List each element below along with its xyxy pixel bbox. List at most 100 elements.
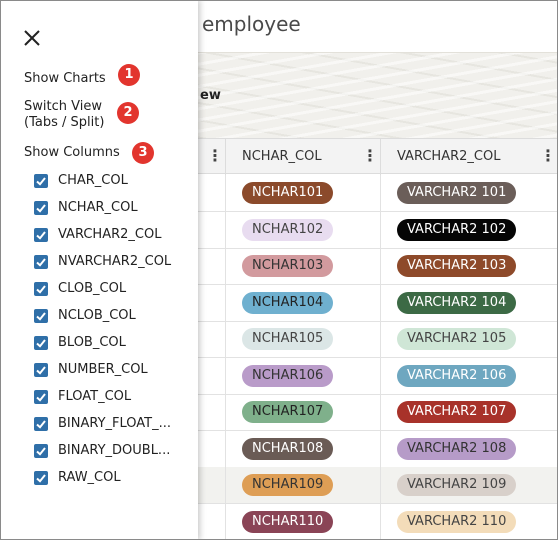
- table-cell-nchar[interactable]: NCHAR101: [226, 175, 381, 211]
- column-header-varchar2[interactable]: VARCHAR2_COL ⋮: [381, 139, 558, 175]
- table-cell-nchar[interactable]: NCHAR108: [226, 430, 381, 467]
- table-row[interactable]: NCHAR104 VARCHAR2 104: [0, 284, 558, 322]
- table-row[interactable]: NCHAR108 VARCHAR2 108: [0, 430, 558, 468]
- checkbox[interactable]: [34, 255, 48, 269]
- data-grid: ⋮ NCHAR_COL ⋮ VARCHAR2_COL ⋮ NCHAR101 VAR…: [0, 138, 558, 540]
- checkbox[interactable]: [34, 336, 48, 350]
- table-row[interactable]: NCHAR107 VARCHAR2 107: [0, 394, 558, 431]
- table-row[interactable]: NCHAR110 VARCHAR2 110: [0, 503, 558, 540]
- column-toggle-item[interactable]: BLOB_COL: [34, 334, 194, 352]
- value-pill: VARCHAR2 102: [397, 218, 517, 241]
- table-cell-varchar2[interactable]: VARCHAR2 103: [381, 248, 558, 284]
- table-cell-nchar[interactable]: NCHAR102: [226, 211, 381, 248]
- column-toggle-item[interactable]: NVARCHAR2_COL: [34, 253, 194, 271]
- column-toggle-item[interactable]: BINARY_FLOAT_...: [34, 415, 194, 433]
- value-pill: VARCHAR2 109: [397, 474, 517, 496]
- table-cell-hidden[interactable]: [0, 503, 226, 540]
- checkbox[interactable]: [34, 363, 48, 377]
- column-toggle-item[interactable]: NCLOB_COL: [34, 307, 194, 325]
- value-pill: NCHAR107: [242, 401, 334, 423]
- column-toggle-label: VARCHAR2_COL: [58, 227, 162, 242]
- column-toggle-item[interactable]: CLOB_COL: [34, 280, 194, 298]
- show-charts-item[interactable]: Show Charts: [24, 71, 106, 86]
- column-toggle-item[interactable]: VARCHAR2_COL: [34, 226, 194, 244]
- close-button[interactable]: [20, 26, 44, 50]
- table-cell-varchar2[interactable]: VARCHAR2 101: [381, 175, 558, 211]
- table-row[interactable]: NCHAR102 VARCHAR2 102: [0, 211, 558, 249]
- checkbox[interactable]: [34, 417, 48, 431]
- checkmark-icon: [36, 420, 46, 429]
- kebab-menu-icon[interactable]: ⋮: [207, 146, 223, 165]
- table-cell-varchar2[interactable]: VARCHAR2 106: [381, 358, 558, 394]
- table-cell-varchar2[interactable]: VARCHAR2 108: [381, 431, 558, 467]
- column-toggle-item[interactable]: NCHAR_COL: [34, 199, 194, 217]
- value-pill: NCHAR110: [242, 510, 334, 533]
- table-cell-hidden[interactable]: [0, 394, 226, 430]
- checkbox[interactable]: [34, 201, 48, 215]
- column-toggle-label: BINARY_FLOAT_...: [58, 416, 171, 431]
- column-toggle-item[interactable]: RAW_COL: [34, 469, 194, 487]
- table-cell-nchar[interactable]: NCHAR105: [226, 321, 381, 357]
- switch-view-label[interactable]: ew: [200, 88, 221, 103]
- show-columns-item[interactable]: Show Columns: [24, 145, 120, 160]
- column-toggle-label: CHAR_COL: [58, 173, 128, 188]
- column-toggle-label: NCHAR_COL: [58, 200, 138, 215]
- column-toggle-item[interactable]: NUMBER_COL: [34, 361, 194, 379]
- table-cell-varchar2[interactable]: VARCHAR2 104: [381, 285, 558, 321]
- value-pill: NCHAR104: [242, 291, 334, 314]
- column-toggle-label: CLOB_COL: [58, 281, 127, 296]
- table-row[interactable]: NCHAR103 VARCHAR2 103: [0, 248, 558, 285]
- table-cell-nchar[interactable]: NCHAR106: [226, 357, 381, 394]
- column-toggle-label: BINARY_DOUBL...: [58, 443, 171, 458]
- step-badge-3: 3: [132, 142, 154, 164]
- table-cell-hidden[interactable]: [0, 321, 226, 357]
- kebab-menu-icon[interactable]: ⋮: [362, 146, 378, 165]
- table-cell-nchar[interactable]: NCHAR110: [226, 503, 381, 540]
- table-cell-hidden[interactable]: [0, 284, 226, 321]
- column-toggle-item[interactable]: CHAR_COL: [34, 172, 194, 190]
- checkbox[interactable]: [34, 228, 48, 242]
- checkbox[interactable]: [34, 174, 48, 188]
- checkmark-icon: [36, 447, 46, 456]
- step-badge-2: 2: [117, 102, 139, 124]
- table-cell-varchar2[interactable]: VARCHAR2 105: [381, 321, 558, 357]
- table-cell-hidden[interactable]: [0, 357, 226, 394]
- table-cell-hidden[interactable]: [0, 467, 226, 503]
- column-header-label: NCHAR_COL: [242, 149, 322, 164]
- checkmark-icon: [36, 339, 46, 348]
- table-cell-varchar2[interactable]: VARCHAR2 110: [381, 504, 558, 540]
- column-header-hidden: ⋮: [0, 139, 226, 175]
- table-cell-varchar2[interactable]: VARCHAR2 107: [381, 394, 558, 430]
- table-row[interactable]: NCHAR101 VARCHAR2 101: [0, 175, 558, 212]
- column-toggle-label: NUMBER_COL: [58, 362, 148, 377]
- table-cell-hidden[interactable]: [0, 175, 226, 211]
- table-cell-nchar[interactable]: NCHAR104: [226, 284, 381, 321]
- checkbox[interactable]: [34, 471, 48, 485]
- checkbox[interactable]: [34, 282, 48, 296]
- table-cell-varchar2[interactable]: VARCHAR2 109: [381, 467, 558, 503]
- table-row[interactable]: NCHAR105 VARCHAR2 105: [0, 321, 558, 358]
- column-toggle-label: FLOAT_COL: [58, 389, 132, 404]
- table-cell-nchar[interactable]: NCHAR103: [226, 248, 381, 284]
- table-cell-hidden[interactable]: [0, 248, 226, 284]
- switch-view-item[interactable]: Switch View (Tabs / Split): [24, 99, 105, 130]
- table-cell-nchar[interactable]: NCHAR109: [226, 467, 381, 503]
- column-header-nchar[interactable]: NCHAR_COL ⋮: [226, 139, 381, 175]
- column-toggle-item[interactable]: BINARY_DOUBL...: [34, 442, 194, 460]
- checkmark-icon: [36, 231, 46, 240]
- value-pill: NCHAR106: [242, 364, 334, 387]
- checkbox[interactable]: [34, 390, 48, 404]
- checkbox[interactable]: [34, 444, 48, 458]
- value-pill: NCHAR102: [242, 218, 334, 241]
- table-row[interactable]: NCHAR106 VARCHAR2 106: [0, 357, 558, 395]
- value-pill: NCHAR108: [242, 437, 334, 460]
- checkbox[interactable]: [34, 309, 48, 323]
- table-cell-hidden[interactable]: [0, 211, 226, 248]
- table-cell-hidden[interactable]: [0, 430, 226, 467]
- table-cell-nchar[interactable]: NCHAR107: [226, 394, 381, 430]
- close-icon[interactable]: [20, 26, 44, 50]
- table-cell-varchar2[interactable]: VARCHAR2 102: [381, 212, 558, 248]
- value-pill: VARCHAR2 107: [397, 401, 517, 423]
- kebab-menu-icon[interactable]: ⋮: [540, 146, 556, 165]
- column-toggle-item[interactable]: FLOAT_COL: [34, 388, 194, 406]
